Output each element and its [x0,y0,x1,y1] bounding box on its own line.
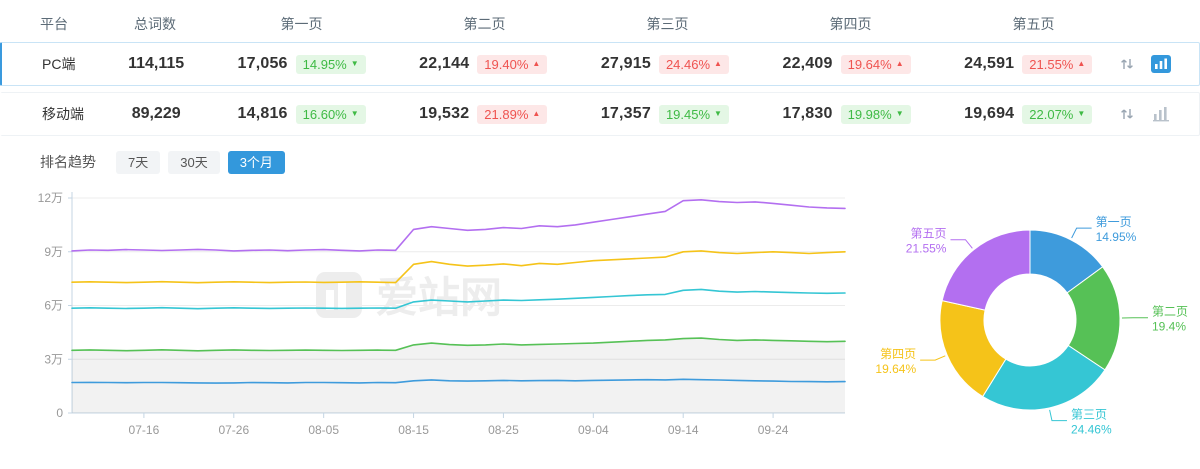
svg-text:第五页: 第五页 [910,227,946,241]
tab-30-days[interactable]: 30天 [168,150,220,174]
change-badge: 22.07% ▼ [1022,104,1093,124]
total-words: 114,115 [128,55,185,72]
change-pct: 16.60% [302,106,347,122]
watermark: 爱站网 [316,272,502,321]
svg-text:3万: 3万 [44,352,63,366]
svg-text:21.55%: 21.55% [906,242,947,256]
trend-arrow-icon: ▼ [1077,109,1086,118]
change-badge: 19.40% ▲ [477,54,548,74]
sort-icon[interactable] [1119,106,1135,122]
change-badge: 21.55% ▲ [1022,54,1093,74]
svg-text:第二页: 第二页 [1152,305,1188,319]
trend-arrow-icon: ▲ [532,59,541,68]
table-row-mobile[interactable]: 移动端 89,229 14,816 16.60% ▼ 19,532 21.89% ▲… [0,92,1200,136]
column-header-platform: 平台 [40,16,68,32]
rank-trend-line-chart: 12万 9万 6万 3万 0 07-16 07-26 08-05 08-15 08-25 09-04… [38,191,846,437]
trend-arrow-icon: ▲ [895,59,904,68]
svg-text:07-26: 07-26 [218,423,249,437]
trend-arrow-icon: ▼ [714,109,722,118]
trend-arrow-icon: ▲ [1077,59,1086,68]
sort-icon[interactable] [1119,56,1135,72]
page-count: 24,591 [964,55,1015,72]
bar-chart-icon-active[interactable] [1151,55,1172,73]
change-badge: 24.46% ▲ [658,54,729,74]
table-row-pc[interactable]: PC端 114,115 17,056 14.95% ▼ 22,144 19.40%… [0,42,1200,86]
column-header-page2: 第二页 [463,16,506,32]
change-pct: 22.07% [1029,106,1074,122]
column-header-page1: 第一页 [280,16,323,32]
change-pct: 14.95% [302,56,347,72]
svg-text:08-25: 08-25 [488,423,519,437]
total-words: 89,229 [131,105,181,122]
svg-text:12万: 12万 [38,191,63,205]
platform-label: 移动端 [42,106,84,122]
svg-text:09-24: 09-24 [758,423,789,437]
page-count: 22,144 [419,55,470,72]
page-count: 14,816 [237,105,288,122]
svg-text:第四页: 第四页 [880,347,916,361]
svg-text:爱站网: 爱站网 [376,274,502,321]
change-badge: 19.98% ▼ [840,104,911,124]
change-badge: 21.89% ▲ [477,104,548,124]
change-badge: 14.95% ▼ [295,54,366,74]
svg-text:08-15: 08-15 [398,423,429,437]
page-count: 17,357 [600,105,651,122]
trend-controls: 排名趋势 7天 30天 3个月 [0,148,1200,176]
platform-label: PC端 [42,56,76,72]
tab-3-months[interactable]: 3个月 [227,150,285,174]
svg-text:09-04: 09-04 [578,423,609,437]
svg-text:14.95%: 14.95% [1096,230,1137,244]
table-header: 平台 总词数 第一页 第二页 第三页 第四页 第五页 [0,0,1200,42]
svg-text:09-14: 09-14 [668,423,699,437]
svg-text:第三页: 第三页 [1071,408,1107,422]
change-pct: 19.45% [665,106,711,122]
column-header-total: 总词数 [134,16,176,32]
trend-section-title: 排名趋势 [40,154,96,170]
svg-text:9万: 9万 [44,245,63,259]
svg-text:24.46%: 24.46% [1071,423,1112,437]
svg-text:19.64%: 19.64% [875,362,916,376]
change-badge: 19.45% ▼ [658,104,729,124]
svg-text:6万: 6万 [44,299,63,313]
column-header-page5: 第五页 [1012,16,1055,32]
trend-arrow-icon: ▼ [350,59,359,68]
bar-chart-icon[interactable] [1151,105,1171,123]
svg-text:19.4%: 19.4% [1152,320,1186,334]
trend-arrow-icon: ▼ [350,109,359,118]
change-pct: 19.98% [847,106,892,122]
change-badge: 19.64% ▲ [840,54,911,74]
change-pct: 19.64% [847,56,892,72]
page-count: 22,409 [782,55,833,72]
svg-text:08-05: 08-05 [308,423,339,437]
change-pct: 19.40% [484,56,529,72]
trend-arrow-icon: ▲ [714,59,722,68]
column-header-page3: 第三页 [646,16,689,32]
page-count: 17,056 [237,55,288,72]
svg-text:0: 0 [56,406,63,420]
svg-text:第一页: 第一页 [1096,215,1132,229]
change-pct: 24.46% [665,56,711,72]
change-pct: 21.89% [484,106,529,122]
change-badge: 16.60% ▼ [295,104,366,124]
page-count: 19,694 [964,105,1015,122]
page-count: 17,830 [782,105,833,122]
column-header-page4: 第四页 [829,16,872,32]
page-count: 19,532 [419,105,470,122]
trend-arrow-icon: ▼ [895,109,904,118]
svg-text:07-16: 07-16 [129,423,160,437]
tab-7-days[interactable]: 7天 [116,150,161,174]
trend-arrow-icon: ▲ [532,109,541,118]
change-pct: 21.55% [1029,56,1074,72]
page-count: 27,915 [600,55,651,72]
charts-area: 12万 9万 6万 3万 0 07-16 07-26 08-05 08-15 08-25 09-04… [0,178,1200,456]
